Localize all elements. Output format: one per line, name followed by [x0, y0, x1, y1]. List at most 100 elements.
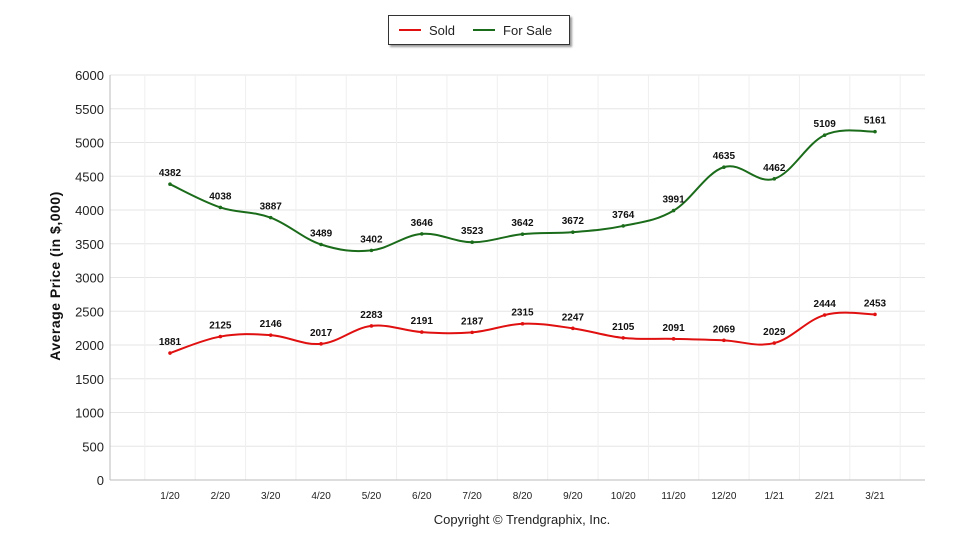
data-label-sold: 2283 [360, 310, 383, 321]
data-label-sold: 2315 [511, 308, 534, 319]
data-label-sold: 2453 [864, 298, 887, 309]
data-label-for-sale: 5109 [814, 119, 837, 130]
data-point-sold [873, 312, 877, 317]
data-label-sold: 2029 [763, 327, 786, 338]
data-point-sold [621, 336, 626, 340]
x-tick-label: 1/20 [160, 491, 180, 502]
y-tick-label: 5500 [75, 102, 104, 117]
for-sale-swatch [473, 29, 496, 31]
data-point-for-sale [369, 248, 374, 253]
data-point-sold [168, 351, 172, 355]
y-tick-label: 6000 [75, 68, 104, 83]
data-label-for-sale: 4635 [713, 151, 736, 162]
series-group [168, 129, 877, 355]
data-point-sold [369, 324, 374, 328]
data-label-for-sale: 4038 [209, 191, 232, 202]
legend-item-sold[interactable]: Sold [399, 23, 455, 38]
x-tick-label: 3/21 [865, 491, 885, 502]
x-tick-label: 7/20 [462, 491, 482, 502]
data-label-sold: 2146 [260, 319, 283, 330]
data-point-for-sale [419, 232, 424, 236]
grid-lines [110, 74, 925, 481]
data-label-sold: 2091 [662, 323, 685, 334]
x-tick-label: 11/20 [661, 491, 686, 502]
y-axis: 0 500 1000 1500 2000 2500 3000 3500 4000 4500 5000… [75, 68, 111, 488]
data-label-sold: 2444 [814, 299, 837, 310]
data-label-sold: 2125 [209, 321, 232, 332]
data-label-for-sale: 5161 [864, 116, 887, 127]
data-point-for-sale [571, 230, 575, 234]
data-label-for-sale: 3646 [411, 218, 434, 229]
copyright-text: Copyright © Trendgraphix, Inc. [433, 512, 611, 527]
y-tick-label: 4000 [75, 203, 104, 218]
x-tick-label: 10/20 [611, 491, 636, 502]
data-point-for-sale [268, 215, 273, 220]
data-point-sold [772, 341, 777, 345]
series-line-for-sale [169, 129, 876, 253]
data-point-sold [722, 338, 726, 343]
data-label-sold: 2069 [713, 324, 736, 335]
data-label-sold: 2187 [461, 316, 484, 327]
y-tick-label: 3500 [75, 237, 104, 252]
data-point-for-sale [772, 177, 777, 181]
data-label-sold: 2191 [411, 316, 434, 327]
data-point-sold [822, 313, 827, 317]
data-label-for-sale: 3523 [461, 226, 484, 237]
data-point-sold [419, 330, 424, 334]
x-axis: 1/20 2/20 3/20 4/20 5/20 6/20 7/20 8/20 9/20 10/2… [110, 479, 925, 502]
data-point-for-sale [722, 165, 726, 169]
y-tick-label: 500 [82, 439, 104, 454]
x-tick-label: 2/20 [211, 491, 231, 502]
data-point-for-sale [218, 205, 223, 210]
legend-item-for-sale[interactable]: For Sale [473, 23, 552, 38]
y-axis-title: Average Price (in $,000) [47, 191, 63, 361]
data-label-for-sale: 3672 [562, 216, 585, 227]
data-label-for-sale: 3887 [260, 202, 283, 213]
data-point-for-sale [319, 242, 323, 247]
legend-sold-label: Sold [429, 22, 456, 38]
legend-for-sale-label: For Sale [503, 22, 553, 38]
data-label-for-sale: 3991 [662, 195, 685, 206]
data-point-sold [520, 321, 525, 326]
x-tick-label: 5/20 [362, 491, 382, 502]
y-tick-label: 1000 [75, 406, 104, 421]
data-point-sold [571, 326, 575, 331]
data-label-for-sale: 3764 [612, 210, 635, 221]
data-point-for-sale [621, 224, 626, 228]
data-label-sold: 2017 [310, 328, 333, 339]
x-tick-label: 1/21 [765, 491, 785, 502]
x-tick-label: 12/20 [711, 491, 736, 502]
data-point-for-sale [873, 129, 877, 134]
y-tick-label: 4500 [75, 169, 104, 184]
data-label-sold: 2247 [562, 312, 585, 323]
data-point-sold [470, 330, 474, 335]
data-label-for-sale: 4462 [763, 163, 786, 174]
y-tick-label: 3000 [75, 271, 104, 286]
data-point-sold [671, 337, 676, 341]
data-label-for-sale: 3642 [511, 218, 534, 229]
x-tick-label: 8/20 [513, 491, 533, 502]
x-tick-label: 2/21 [815, 491, 835, 502]
data-point-for-sale [168, 182, 172, 187]
data-point-sold [319, 342, 323, 346]
data-point-sold [218, 334, 223, 339]
y-tick-label: 0 [97, 473, 104, 488]
data-point-for-sale [671, 208, 676, 213]
y-tick-label: 2500 [75, 304, 104, 319]
data-label-sold: 2105 [612, 322, 635, 333]
data-point-for-sale [470, 240, 474, 244]
y-tick-label: 2000 [75, 338, 104, 353]
x-tick-label: 9/20 [563, 491, 583, 502]
x-tick-label: 6/20 [412, 491, 432, 502]
x-tick-label: 3/20 [261, 491, 281, 502]
data-point-for-sale [822, 133, 827, 137]
x-tick-label: 4/20 [311, 491, 331, 502]
data-point-sold [268, 333, 273, 337]
data-point-for-sale [520, 232, 525, 236]
sold-swatch [399, 29, 421, 31]
data-label-for-sale: 4382 [159, 168, 182, 179]
data-label-sold: 1881 [159, 337, 182, 348]
data-labels: 1881 2125 2146 2017 2283 2191 2187 2315 2247 2105… [159, 116, 887, 348]
legend: Sold For Sale [388, 15, 570, 45]
